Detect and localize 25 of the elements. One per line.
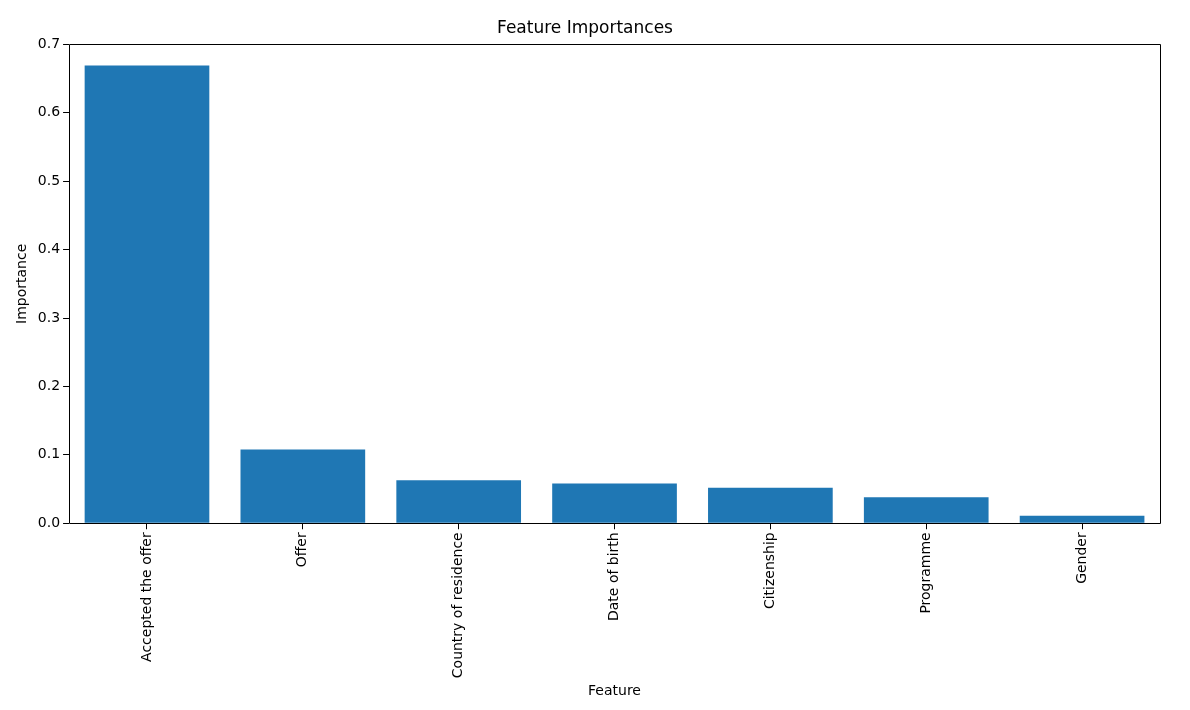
- x-axis-title: Feature: [588, 682, 641, 699]
- y-tick-label: 0.2: [37, 377, 61, 394]
- bar: [708, 487, 833, 523]
- x-tick-label: Accepted the offer: [137, 532, 154, 662]
- y-tick-label: 0.3: [37, 308, 61, 325]
- y-axis-title: Importance: [13, 243, 30, 324]
- x-tick-label: Country of residence: [449, 532, 466, 679]
- x-tick-label: Programme: [916, 532, 933, 614]
- y-tick-label: 0.7: [37, 35, 61, 52]
- chart-title: Feature Importances: [497, 16, 674, 37]
- x-tick-label: Offer: [293, 532, 310, 568]
- bar: [396, 480, 522, 523]
- x-tick-label: Gender: [1072, 532, 1089, 584]
- y-tick-label: 0.5: [37, 171, 61, 188]
- y-tick-label: 0.0: [37, 513, 61, 530]
- x-tick-label: Date of birth: [605, 532, 622, 622]
- bar: [84, 65, 210, 523]
- bar: [1019, 515, 1145, 523]
- bar: [552, 483, 677, 523]
- bar: [863, 497, 989, 523]
- y-tick-label: 0.4: [37, 240, 61, 257]
- y-tick-label: 0.1: [37, 445, 61, 462]
- x-tick-label: Citizenship: [761, 532, 778, 610]
- y-tick-label: 0.6: [37, 103, 61, 120]
- bar: [240, 449, 366, 523]
